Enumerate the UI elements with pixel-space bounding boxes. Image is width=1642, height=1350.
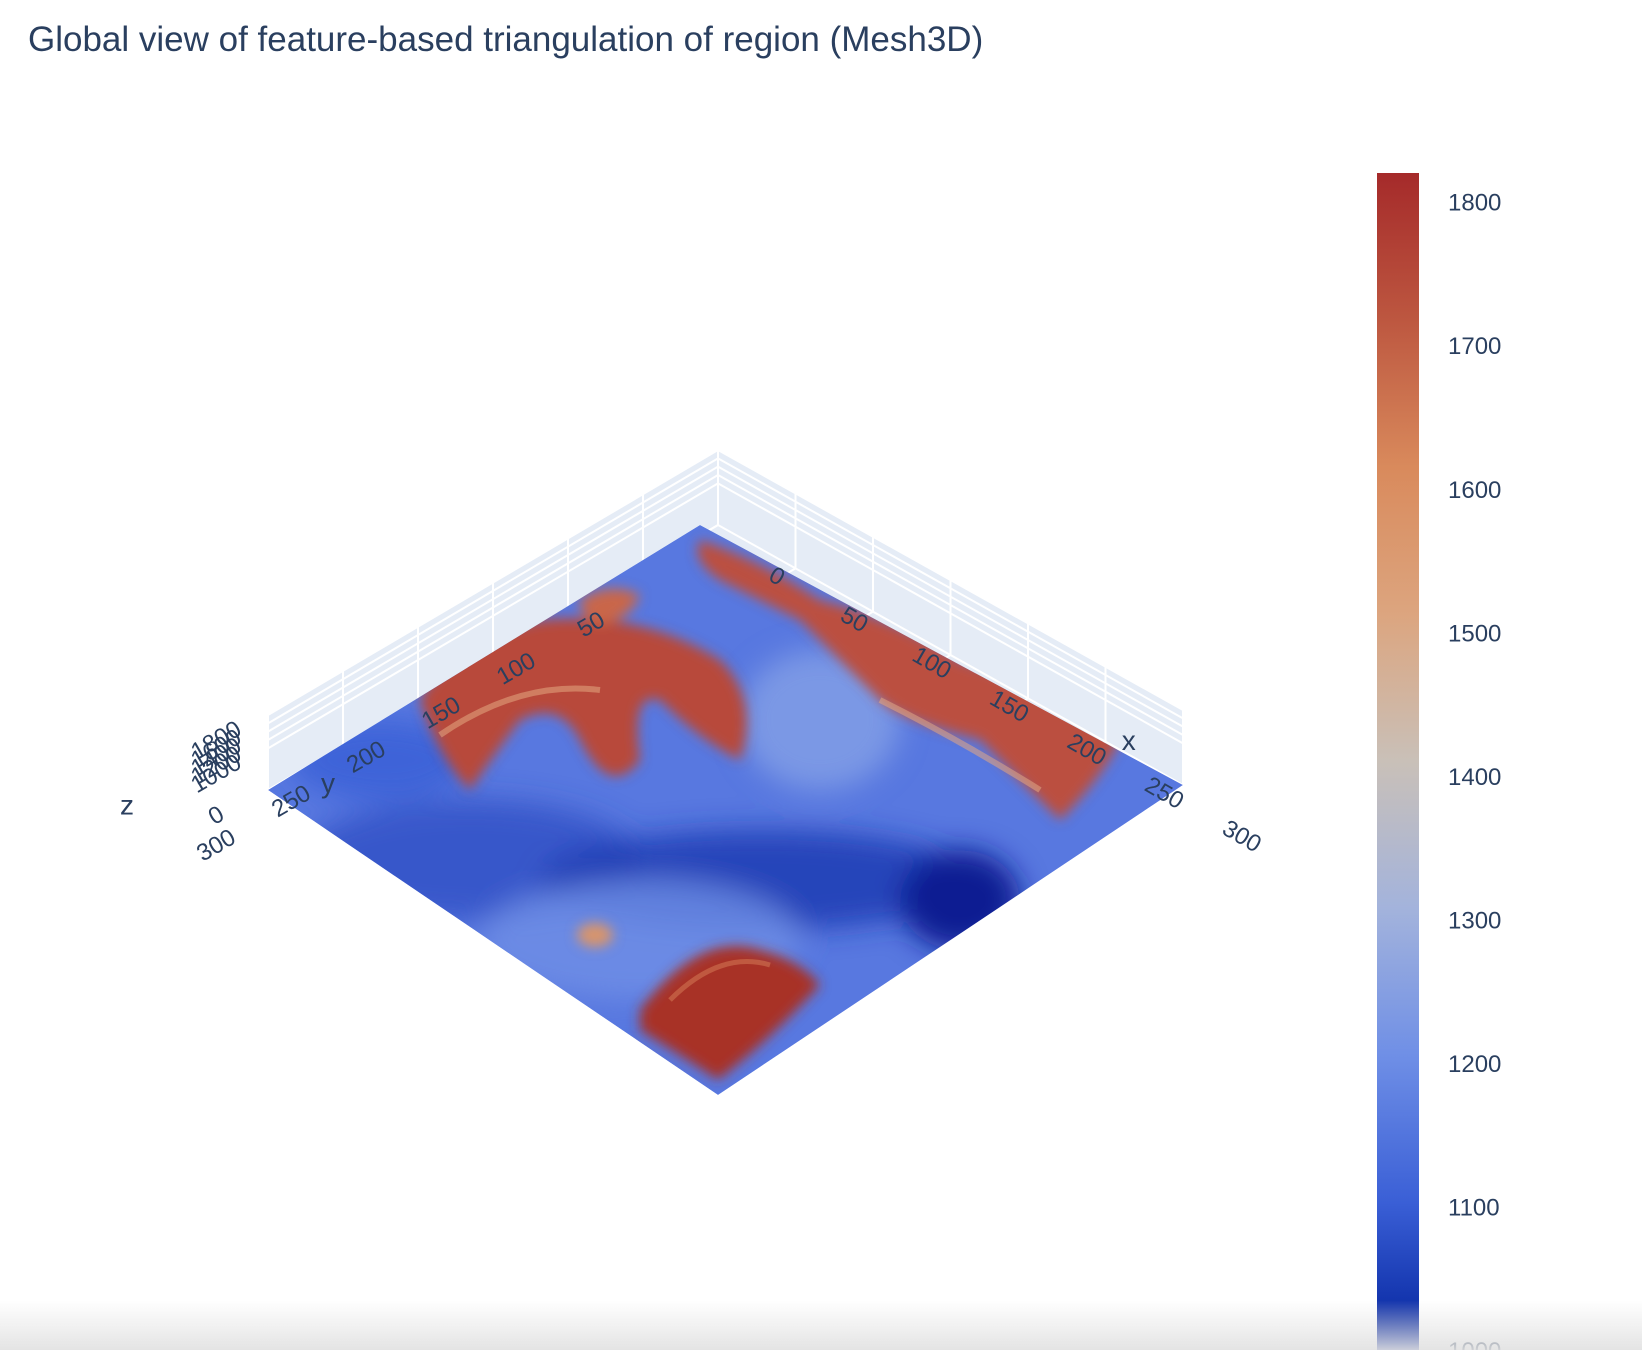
colorbar[interactable]: 1000 1100 1200 1300 1400 1500 1600 1700 1800 [1377,173,1501,1350]
x-tick-label: 300 [1218,815,1266,858]
colorbar-tick-label: 1500 [1448,620,1501,647]
grid-line-z [267,465,719,733]
colorbar-tick-label: 1800 [1448,190,1501,217]
grid-line-z [717,449,1184,711]
y-axis-title: y [321,768,335,799]
grid-line-z [267,474,719,741]
grid-line-z [717,457,1184,720]
grid-line-z [717,524,1184,786]
chart-title: Global view of feature-based triangulati… [28,20,984,59]
z-tick-label: 0 [204,800,229,830]
grid-line-z [267,482,719,750]
colorbar-tick-label: 1400 [1448,764,1501,791]
colorbar-tick-label: 1100 [1448,1194,1500,1221]
colorbar-tick-label: 1200 [1448,1051,1501,1078]
colorbar-tick-label: 1300 [1448,907,1501,934]
grid-line-z [717,465,1184,728]
colorbar-tick-label: 1700 [1448,333,1501,360]
colorbar-tick-label: 1600 [1448,477,1501,504]
terrain-highland-shades [420,540,1120,1080]
colorbar-ramp [1377,173,1419,1350]
colorbar-tick-label: 1000 [1448,1338,1501,1350]
x-axis-title: x [1122,725,1136,756]
terrain-surface[interactable] [268,525,1183,1095]
terrain-ridge-edges [438,685,1042,1002]
grid-line-z [717,482,1184,745]
grid-line-z [267,457,719,725]
grid-line-z [267,449,719,716]
grid-line-z [717,474,1184,736]
terrain-lowland-shades [290,650,1020,1000]
z-axis-title: z [120,790,134,821]
